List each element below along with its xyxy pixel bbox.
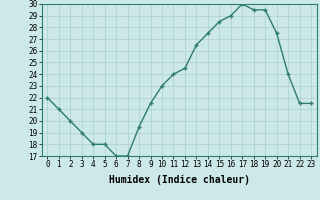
X-axis label: Humidex (Indice chaleur): Humidex (Indice chaleur) [109,175,250,185]
